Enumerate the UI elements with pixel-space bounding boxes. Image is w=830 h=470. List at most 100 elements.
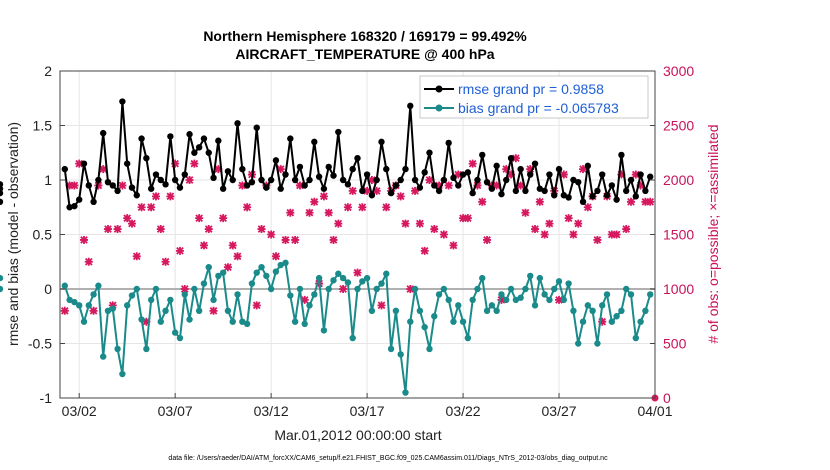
- obs-marker: [271, 252, 280, 261]
- chart-title-line2: AIRCRAFT_TEMPERATURE @ 400 hPa: [235, 46, 494, 62]
- bias-point: [200, 280, 208, 287]
- obs-marker: [593, 235, 602, 244]
- bias-point: [138, 316, 145, 323]
- obs-marker: [555, 295, 564, 304]
- obs-marker: [478, 197, 487, 206]
- rmse-point: [229, 176, 236, 184]
- obs-marker: [286, 208, 295, 217]
- obs-marker: [214, 165, 223, 174]
- bias-point: [623, 285, 630, 293]
- bias-point: [186, 316, 193, 323]
- rmse-point: [339, 176, 347, 184]
- obs-marker: [319, 192, 328, 201]
- bias-point: [306, 302, 313, 309]
- rmse-point: [584, 162, 592, 170]
- obs-marker: [219, 214, 228, 223]
- bias-point: [363, 274, 371, 282]
- obs-marker: [454, 170, 463, 179]
- bias-point: [373, 285, 380, 293]
- rmse-point: [128, 184, 136, 191]
- bias-point: [527, 272, 534, 280]
- obs-marker: [276, 165, 285, 174]
- bias-point: [594, 340, 601, 347]
- obs-marker: [607, 230, 616, 239]
- bias-point: [210, 296, 217, 304]
- bias-point: [488, 302, 496, 309]
- data-file-footer: data file: /Users/raeder/DAI/ATM_forcXX/…: [168, 455, 608, 462]
- rmse-point: [205, 149, 212, 156]
- bias-point: [344, 279, 352, 286]
- bias-point: [517, 294, 524, 301]
- x-tick-label: 03/02: [62, 403, 97, 419]
- bias-point: [397, 351, 404, 358]
- legend: rmse grand pr = 0.9858 bias grand pr = -…: [419, 75, 649, 119]
- obs-marker: [358, 203, 367, 212]
- rmse-point: [195, 144, 203, 151]
- bias-point: [392, 307, 400, 314]
- bias-point: [555, 278, 563, 285]
- rmse-point: [579, 198, 587, 205]
- rmse-point: [335, 128, 342, 136]
- y-tick-label-right: 1000: [663, 281, 694, 297]
- bias-point: [119, 370, 126, 378]
- rmse-point: [291, 176, 299, 184]
- rmse-point: [618, 151, 625, 159]
- obs-marker: [295, 181, 304, 190]
- bias-point: [99, 353, 107, 360]
- bias-point: [311, 291, 318, 298]
- obs-marker: [113, 225, 122, 234]
- x-tick-label: 03/27: [542, 403, 577, 419]
- rmse-point: [152, 171, 160, 178]
- bias-point: [171, 329, 179, 336]
- bias-point: [618, 307, 625, 314]
- rmse-point: [479, 151, 486, 159]
- rmse-point: [426, 149, 433, 156]
- bias-point: [195, 307, 203, 314]
- obs-marker: [631, 170, 640, 179]
- obs-marker: [142, 317, 151, 326]
- rmse-point: [99, 129, 107, 137]
- rmse-point: [157, 176, 164, 184]
- obs-marker: [123, 214, 132, 223]
- rmse-point: [95, 176, 102, 184]
- bias-point: [80, 318, 88, 325]
- obs-marker: [627, 197, 636, 206]
- obs-marker: [636, 181, 645, 190]
- bias-point: [503, 296, 510, 304]
- bias-point: [234, 291, 241, 298]
- bias-point: [335, 270, 342, 277]
- rmse-point: [589, 193, 596, 200]
- obs-marker: [348, 186, 357, 195]
- rmse-point: [306, 176, 313, 184]
- bias-point: [248, 280, 256, 287]
- rmse-point: [517, 165, 524, 173]
- obs-marker: [473, 181, 482, 190]
- x-tick-label: 03/22: [446, 403, 481, 419]
- bias-point: [147, 296, 155, 304]
- rmse-point: [167, 133, 174, 140]
- bias-point: [339, 274, 347, 282]
- bias-point: [215, 272, 222, 280]
- y-tick-label-left: 1.5: [33, 118, 53, 134]
- rmse-point: [551, 192, 558, 199]
- rmse-point: [224, 168, 232, 175]
- rmse-point: [613, 196, 620, 203]
- bias-point: [95, 282, 102, 289]
- obs-marker: [468, 159, 477, 168]
- obs-marker: [185, 176, 194, 184]
- bias-point: [157, 318, 164, 325]
- rmse-point: [387, 189, 395, 197]
- rmse-point: [627, 176, 635, 184]
- obs-marker: [175, 246, 184, 255]
- rmse-point: [440, 176, 448, 184]
- rmse-point: [623, 187, 630, 195]
- rmse-point: [354, 155, 361, 162]
- obs-marker: [99, 165, 108, 174]
- rmse-point: [162, 181, 169, 188]
- bias-point: [435, 291, 443, 298]
- obs-marker: [137, 203, 146, 212]
- obs-marker: [75, 159, 84, 168]
- bias-point: [512, 296, 520, 304]
- bias-point: [608, 318, 616, 325]
- obs-marker: [329, 235, 338, 244]
